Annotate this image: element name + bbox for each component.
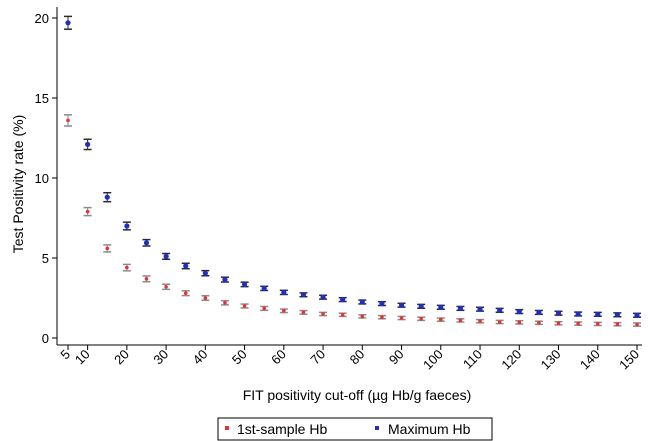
data-point <box>497 307 503 313</box>
data-point <box>438 304 444 310</box>
data-point <box>635 322 639 327</box>
data-point <box>144 277 149 281</box>
legend-label-1st-sample: 1st-sample Hb <box>237 421 327 437</box>
data-point <box>183 291 188 296</box>
series-layer <box>64 15 641 327</box>
legend-marker-1st-sample <box>225 426 229 430</box>
data-point <box>457 305 464 311</box>
legend: 1st-sample Hb Maximum Hb <box>217 417 493 441</box>
data-point <box>536 309 542 315</box>
data-point <box>65 20 71 26</box>
data-point <box>576 321 580 326</box>
data-point <box>575 311 581 317</box>
data-point <box>282 309 286 313</box>
data-point <box>595 322 600 326</box>
legend-label-maximum: Maximum Hb <box>388 421 471 437</box>
data-point <box>458 318 463 323</box>
data-point <box>634 312 640 318</box>
data-point <box>321 312 325 316</box>
data-point <box>301 310 306 315</box>
series-maximum <box>64 15 641 318</box>
data-point <box>537 321 541 325</box>
data-point <box>281 289 287 295</box>
data-point <box>615 322 620 327</box>
data-point <box>163 253 169 259</box>
y-tick-label: 20 <box>35 11 49 26</box>
data-point <box>105 246 110 251</box>
data-point <box>85 209 90 214</box>
data-point <box>379 301 385 307</box>
data-point <box>340 313 345 317</box>
data-point <box>222 277 228 283</box>
data-point <box>143 240 150 246</box>
data-point <box>478 319 482 324</box>
data-point <box>125 265 129 270</box>
series-first-sample <box>64 114 641 327</box>
data-point <box>516 309 522 315</box>
data-point <box>320 294 326 300</box>
data-point <box>359 299 365 305</box>
data-point <box>223 301 227 305</box>
data-point <box>497 320 502 324</box>
y-axis-title: Test Positivity rate (%) <box>10 115 26 253</box>
data-point <box>380 315 384 320</box>
x-axis-title: FIT positivity cut-off (µg Hb/g faeces) <box>243 387 472 403</box>
data-point <box>595 311 601 317</box>
data-point <box>262 306 267 311</box>
y-tick-label: 0 <box>42 331 49 346</box>
y-axis: 0 5 10 15 20 <box>35 7 58 346</box>
y-tick-label: 15 <box>35 91 49 106</box>
data-point <box>104 194 110 200</box>
data-point <box>438 317 443 322</box>
data-point <box>85 141 91 147</box>
data-point <box>241 281 248 287</box>
data-point <box>614 312 620 318</box>
y-tick-label: 5 <box>42 251 49 266</box>
data-point <box>517 320 522 325</box>
data-point <box>242 304 247 308</box>
data-point <box>203 296 208 300</box>
data-point <box>399 316 404 320</box>
data-point <box>418 303 424 309</box>
data-point <box>300 292 307 298</box>
data-point <box>340 297 346 303</box>
y-tick-label: 10 <box>35 171 49 186</box>
data-point <box>164 285 168 289</box>
data-point <box>398 302 405 308</box>
legend-marker-maximum <box>375 426 379 430</box>
data-point <box>66 118 70 123</box>
legend-box <box>217 417 493 441</box>
data-point <box>477 306 483 312</box>
data-point <box>360 314 365 319</box>
data-point <box>556 321 561 326</box>
data-point <box>261 285 267 291</box>
data-point <box>183 263 189 269</box>
data-point <box>202 270 208 276</box>
data-point <box>555 310 562 316</box>
data-point <box>419 317 423 321</box>
data-point <box>124 223 130 229</box>
